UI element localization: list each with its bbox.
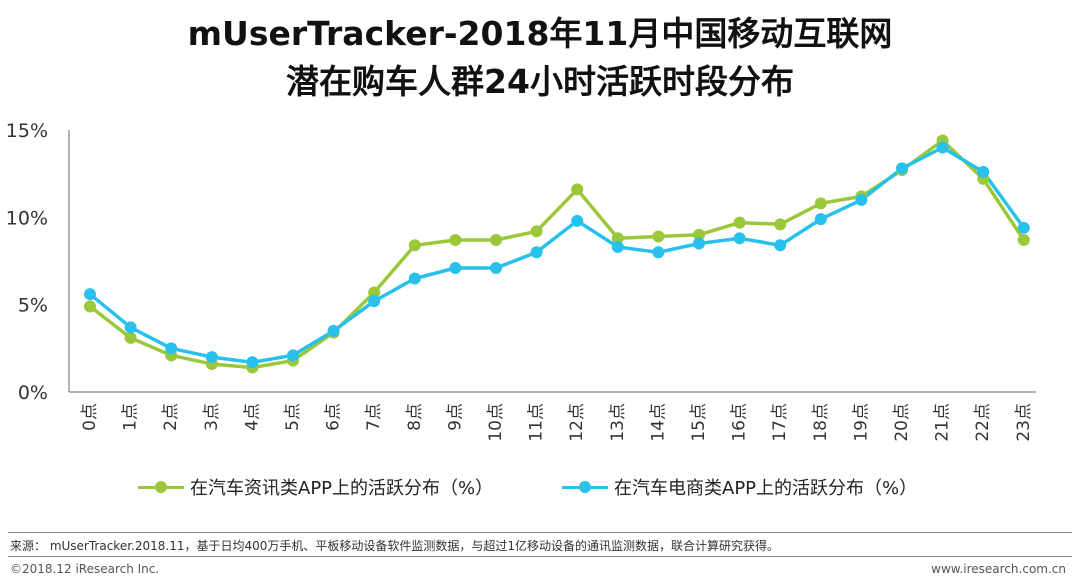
data-point-series-2	[611, 241, 624, 254]
data-point-series-1	[84, 300, 96, 313]
x-tick-label: 16点	[730, 403, 750, 442]
data-point-series-2	[246, 356, 259, 369]
data-point-series-2	[936, 141, 949, 154]
data-point-series-1	[449, 234, 462, 247]
chart-title-line-1: mUserTracker-2018年11月中国移动互联网	[187, 14, 893, 53]
x-tick-labels: 0点 1点 2点 3点 4点 5点 6点 7点 8点 9点 10点 11点 12点 13点 14点 15点 16…	[80, 403, 1034, 442]
data-point-series-2	[165, 342, 178, 355]
x-tick-label: 10点	[486, 403, 506, 442]
data-point-series-1	[124, 331, 137, 344]
x-tick-label: 5点	[283, 403, 303, 431]
y-tick-label: 10%	[6, 207, 48, 229]
x-tick-label: 1点	[121, 403, 141, 431]
x-tick-label: 17点	[770, 403, 790, 442]
data-point-series-2	[124, 321, 137, 334]
data-point-series-1	[1017, 234, 1030, 247]
source-note: 来源： mUserTracker.2018.11，基于日均400万手机、平板移动…	[10, 539, 780, 553]
y-tick-labels: 0% 5% 10% 15%	[6, 120, 48, 404]
data-point-series-2	[774, 239, 787, 252]
data-point-series-1	[530, 225, 543, 238]
data-point-series-1	[368, 286, 381, 299]
x-tick-label: 18点	[811, 403, 831, 442]
x-tick-label: 19点	[851, 403, 871, 442]
data-point-series-1	[408, 239, 421, 252]
legend-marker-green	[138, 477, 184, 497]
x-tick-label: 12点	[567, 403, 587, 442]
x-tick-label: 0点	[80, 403, 100, 431]
x-tick-label: 2点	[161, 403, 181, 431]
x-tick-label: 15点	[689, 403, 709, 442]
x-tick-label: 14点	[648, 403, 668, 442]
y-tick-label: 0%	[18, 382, 48, 404]
data-point-series-2	[327, 324, 340, 337]
data-point-series-2	[490, 261, 502, 274]
series-layer	[84, 134, 1030, 374]
x-tick-label: 7点	[364, 403, 384, 431]
x-tick-label: 13点	[608, 403, 628, 442]
data-point-series-2	[896, 162, 908, 175]
data-point-series-2	[84, 288, 96, 301]
data-point-series-2	[205, 351, 218, 364]
x-tick-label: 20点	[892, 403, 912, 442]
x-tick-label: 11点	[527, 403, 547, 442]
data-point-series-2	[408, 272, 421, 285]
copyright: ©2018.12 iResearch Inc.	[10, 562, 160, 576]
legend-label-auto-ecommerce: 在汽车电商类APP上的活跃分布（%）	[614, 478, 918, 499]
website-link[interactable]: www.iresearch.com.cn	[931, 562, 1066, 576]
data-point-series-1	[571, 183, 584, 196]
chart-title-line-2: 潜在购车人群24小时活跃时段分布	[286, 62, 794, 101]
y-tick-label: 15%	[6, 120, 48, 142]
data-point-series-2	[855, 193, 868, 206]
y-tick-label: 5%	[18, 295, 48, 317]
data-point-series-1	[774, 218, 787, 231]
data-point-series-2	[449, 261, 462, 274]
data-point-series-1	[733, 216, 746, 229]
data-point-series-2	[287, 349, 299, 362]
x-tick-label: 6点	[324, 403, 344, 431]
data-point-series-2	[977, 165, 990, 178]
data-point-series-2	[652, 246, 665, 259]
x-tick-label: 9点	[445, 403, 465, 431]
legend-item-auto-ecommerce: 在汽车电商类APP上的活跃分布（%）	[562, 474, 917, 500]
data-point-series-2	[530, 246, 543, 259]
data-point-series-1	[652, 230, 665, 243]
x-tick-label: 3点	[202, 403, 222, 431]
legend-label-auto-info: 在汽车资讯类APP上的活跃分布（%）	[190, 478, 494, 499]
x-tick-label: 8点	[405, 403, 425, 431]
data-point-series-2	[368, 295, 381, 308]
data-point-series-2	[1017, 221, 1030, 234]
data-point-series-2	[571, 214, 584, 227]
data-point-series-1	[490, 234, 502, 247]
series-line-1	[88, 138, 1026, 370]
x-tick-label: 21点	[933, 403, 953, 442]
data-point-series-1	[693, 228, 705, 241]
legend-item-auto-info: 在汽车资讯类APP上的活跃分布（%）	[138, 474, 493, 500]
x-tick-label: 22点	[973, 403, 993, 442]
x-tick-label: 23点	[1014, 403, 1034, 442]
data-point-series-2	[693, 237, 705, 250]
data-point-series-1	[611, 232, 624, 245]
footer-divider-2	[8, 556, 1072, 557]
data-point-series-2	[733, 232, 746, 245]
data-point-series-1	[814, 197, 827, 210]
data-point-series-2	[814, 213, 827, 226]
x-tick-label: 4点	[242, 403, 262, 431]
series-line-2	[88, 145, 1026, 365]
legend-marker-blue	[562, 477, 608, 497]
footer-divider	[8, 532, 1072, 533]
